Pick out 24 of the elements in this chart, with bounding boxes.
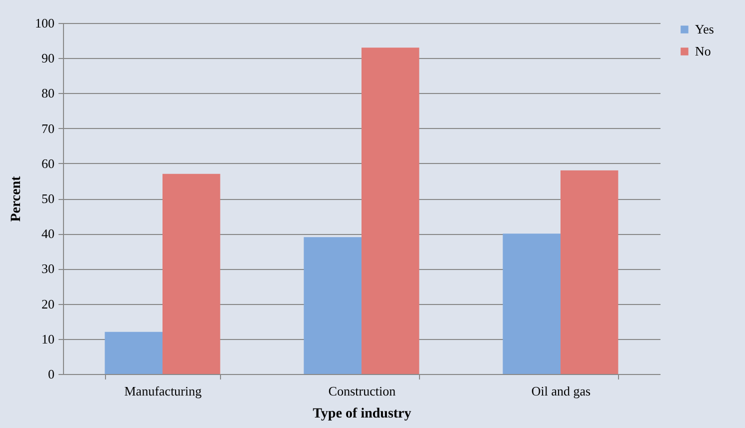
y-tick-label: 50 bbox=[42, 191, 54, 206]
y-tick-label: 40 bbox=[42, 226, 54, 242]
y-tick-label: 0 bbox=[48, 366, 54, 382]
y-axis-title: Percent bbox=[9, 176, 24, 222]
x-tick-label: Construction bbox=[328, 384, 396, 398]
x-tick-label: Oil and gas bbox=[531, 384, 591, 398]
bar bbox=[162, 174, 220, 374]
y-tick-label: 10 bbox=[42, 331, 54, 346]
x-tick-label: Manufacturing bbox=[124, 384, 202, 398]
y-tick-label: 20 bbox=[42, 296, 54, 312]
y-tick-label: 30 bbox=[42, 261, 54, 276]
y-tick-label: 90 bbox=[42, 50, 54, 66]
bar bbox=[502, 234, 560, 374]
bar bbox=[104, 332, 162, 374]
legend-label: Yes bbox=[695, 22, 714, 36]
bar bbox=[560, 170, 618, 374]
y-tick-label: 60 bbox=[42, 156, 54, 171]
legend-label: No bbox=[695, 44, 711, 58]
y-tick-label: 70 bbox=[42, 120, 54, 136]
bar bbox=[362, 48, 420, 374]
bar bbox=[304, 237, 362, 374]
x-axis-title: Type of industry bbox=[312, 406, 412, 422]
y-tick-label: 100 bbox=[35, 16, 54, 30]
y-tick-label: 80 bbox=[42, 86, 54, 101]
